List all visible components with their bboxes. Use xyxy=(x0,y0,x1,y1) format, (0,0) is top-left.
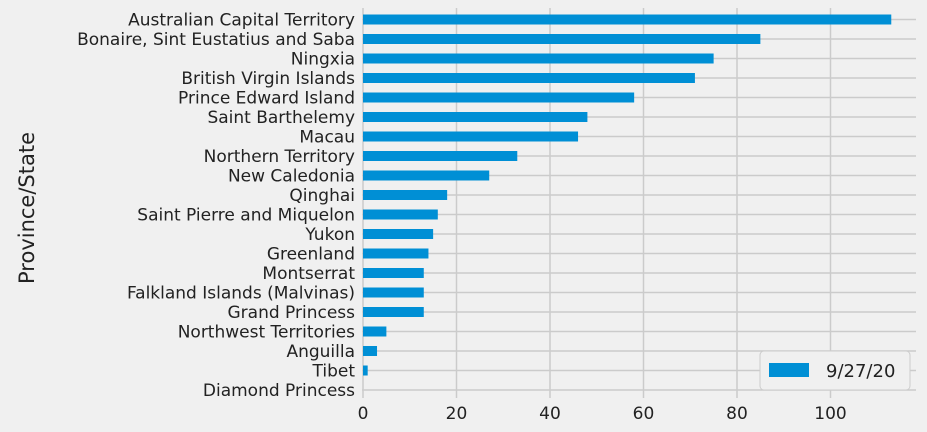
bar xyxy=(363,287,424,298)
x-tick-label: 100 xyxy=(814,404,846,424)
bar xyxy=(363,34,761,44)
bar xyxy=(363,131,579,142)
bar xyxy=(363,53,714,64)
bar xyxy=(363,112,588,122)
category-label: Australian Capital Territory xyxy=(128,11,355,31)
category-label: Northwest Territories xyxy=(178,323,355,343)
bar xyxy=(363,346,378,356)
legend-box xyxy=(759,350,911,391)
bar xyxy=(363,170,490,181)
category-label: Northern Territory xyxy=(204,147,355,167)
bar xyxy=(363,151,518,161)
category-label: Macau xyxy=(299,128,355,148)
x-tick-label: 40 xyxy=(539,404,561,424)
bar xyxy=(363,365,368,376)
category-label: Bonaire, Sint Eustatius and Saba xyxy=(77,30,355,50)
bar xyxy=(363,326,387,337)
x-tick-label: 80 xyxy=(726,404,748,424)
bar xyxy=(363,92,635,103)
category-label: Montserrat xyxy=(262,264,355,284)
x-tick-label: 60 xyxy=(633,404,655,424)
x-tick-label: 0 xyxy=(358,404,369,424)
category-label: Grand Princess xyxy=(227,303,355,323)
category-label: Falkland Islands (Malvinas) xyxy=(127,284,355,304)
category-label: Yukon xyxy=(304,225,355,245)
bar xyxy=(363,14,892,25)
category-label: Prince Edward Island xyxy=(178,89,355,109)
bar xyxy=(363,248,429,259)
x-tick-labels: 0 20 40 60 80 100 xyxy=(358,404,847,424)
category-label: Anguilla xyxy=(286,342,355,362)
legend-swatch xyxy=(769,363,809,377)
category-label: Ningxia xyxy=(291,50,355,70)
category-label: Greenland xyxy=(267,245,355,265)
grid-lines xyxy=(362,8,916,398)
bar xyxy=(363,268,424,278)
category-label: New Caledonia xyxy=(228,167,355,187)
category-label: Tibet xyxy=(312,362,356,382)
bar xyxy=(363,73,695,83)
category-label: Diamond Princess xyxy=(203,381,355,401)
legend: 9/27/20 xyxy=(759,350,911,391)
category-label: Qinghai xyxy=(289,186,355,206)
bar xyxy=(363,190,448,200)
x-tick-label: 20 xyxy=(446,404,468,424)
y-axis-title: Province/State xyxy=(15,132,39,284)
category-label: British Virgin Islands xyxy=(181,69,355,89)
bar xyxy=(363,209,438,220)
bars-group xyxy=(363,14,892,376)
category-label: Saint Pierre and Miquelon xyxy=(137,206,355,226)
bar xyxy=(363,229,434,239)
bar xyxy=(363,307,424,317)
legend-label: 9/27/20 xyxy=(826,361,895,382)
category-label: Saint Barthelemy xyxy=(207,108,355,128)
